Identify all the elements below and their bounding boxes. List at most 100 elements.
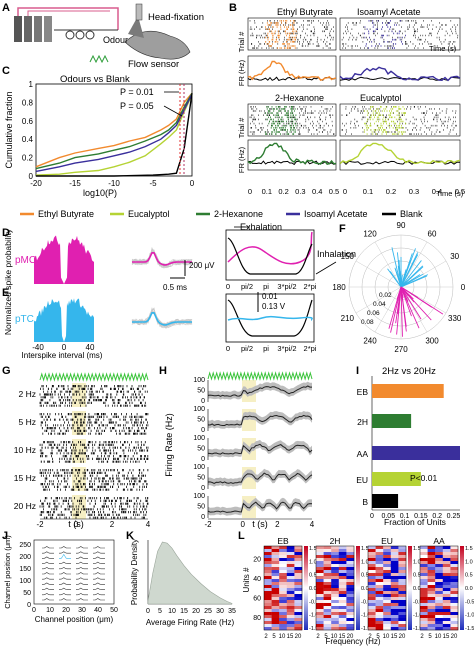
heatmap-cell (375, 549, 384, 553)
label-odour: Odour (103, 35, 128, 45)
heatmap-cell (435, 567, 443, 571)
x-tick-label: 0.5 (455, 187, 465, 196)
heatmap-cell (383, 573, 391, 577)
heatmap-cell (427, 573, 436, 577)
colorbar-tick-label: 1.0 (413, 559, 421, 565)
heatmap-cell (316, 588, 324, 592)
heatmap-cell (420, 573, 428, 577)
x-axis-label: Frequency (Hz) (325, 637, 380, 646)
heatmap-cell (323, 594, 332, 598)
heatmap-cell (375, 624, 384, 628)
heatmap-title: AA (433, 536, 445, 546)
polar-spoke (374, 286, 402, 333)
heatmap-cell (450, 624, 459, 628)
bar (372, 472, 421, 486)
heatmap-cell (338, 588, 347, 592)
heatmap-cell (375, 612, 384, 616)
frequency-label: 20 Hz (14, 501, 36, 511)
panel-k: K 0 5 10 15 20 25 30 35 Probability Density Ave… (126, 530, 236, 627)
heatmap-cell (346, 570, 355, 574)
heatmap-cell (286, 567, 295, 571)
raster-row (251, 114, 334, 116)
raster-row (40, 452, 138, 455)
heatmap-cell (442, 579, 451, 583)
heatmap-cell (450, 621, 459, 625)
legend-label: Blank (400, 209, 423, 219)
heatmap-cell (316, 627, 324, 631)
heatmap-cell (279, 594, 287, 598)
heatmap-cell (435, 624, 443, 628)
raster-row (360, 20, 452, 22)
bar (372, 384, 444, 398)
raster-row-odour (266, 118, 297, 121)
heatmap-cell (442, 627, 451, 631)
heatmap-cell (271, 597, 280, 601)
time-axis-label: Time (s) (429, 44, 457, 53)
heatmap-cell (442, 564, 451, 568)
heatmap-cell (331, 603, 339, 607)
chart-title: Odours vs Blank (60, 74, 130, 85)
heatmap-cell (442, 612, 451, 616)
x-tick-label: 40 (94, 607, 102, 614)
heatmap-cell (279, 609, 287, 613)
heatmap-cell (442, 570, 451, 574)
panel-letter-b: B (229, 2, 237, 14)
heatmap-cell (331, 591, 339, 595)
channel-waveform (93, 566, 105, 570)
category-label: 2H (357, 417, 368, 427)
heatmap-cell (323, 573, 332, 577)
raster-row-odour (370, 108, 405, 110)
heatmap-cell (427, 615, 436, 619)
heatmap-cell (331, 600, 339, 604)
y-tick-label: 0 (201, 485, 205, 492)
raster-row (249, 131, 331, 133)
x-tick-label: 15 (391, 634, 398, 640)
x-tick-label: 2 (275, 520, 280, 529)
heatmap-cell (368, 573, 376, 577)
sem-band (208, 411, 312, 429)
heatmap-cell (338, 582, 347, 586)
channel-waveform (93, 546, 105, 549)
channel-waveform (76, 587, 88, 590)
raster-row-odour (271, 124, 297, 127)
panel-letter-a: A (2, 2, 10, 14)
raster-row (41, 385, 147, 388)
raster-row (252, 47, 331, 49)
heatmap-cell (323, 567, 332, 571)
heatmap-cell (316, 564, 324, 568)
heatmap-cell (331, 609, 339, 613)
raster-row-odour (266, 22, 295, 24)
heatmap-cell (286, 594, 295, 598)
y-tick-label: 100 (193, 464, 205, 471)
heatmap-cell (375, 552, 384, 556)
y-tick-label: 0 (201, 514, 205, 521)
heatmap-cell (323, 615, 332, 619)
heatmap-cell (346, 606, 355, 610)
polar-angle-label: 90 (397, 221, 406, 230)
heatmap-cell (264, 609, 272, 613)
heatmap-cell (271, 558, 280, 562)
heatmap-cell (286, 579, 295, 583)
heatmap-cell (264, 606, 272, 610)
heatmap-cell (264, 615, 272, 619)
heatmap-cell (346, 591, 355, 595)
x-tick-label: 0.4 (312, 187, 322, 196)
heatmap-cell (264, 573, 272, 577)
heatmap-cell (316, 558, 324, 562)
heatmap-cell (286, 546, 295, 550)
heatmap-cell (375, 561, 384, 565)
heatmap-cell (286, 558, 295, 562)
heatmap-cell (375, 546, 384, 550)
heatmap-cell (368, 594, 376, 598)
category-label: B (362, 497, 368, 507)
x-tick-label: 10 (279, 634, 286, 640)
raster-row (40, 460, 146, 463)
panel-g: G 2 Hz 5 Hz 10 Hz 15 Hz 20 Hz-2 0 2 4 t (s) (2, 365, 151, 529)
probe-icon (128, 16, 144, 38)
polar-vector-pmc (400, 286, 403, 337)
heatmap-cell (450, 618, 459, 622)
heatmap-cell (323, 582, 332, 586)
heatmap-cell (294, 555, 303, 559)
heatmap-cell (331, 615, 339, 619)
x-tick-label: 0.25 (447, 513, 461, 520)
